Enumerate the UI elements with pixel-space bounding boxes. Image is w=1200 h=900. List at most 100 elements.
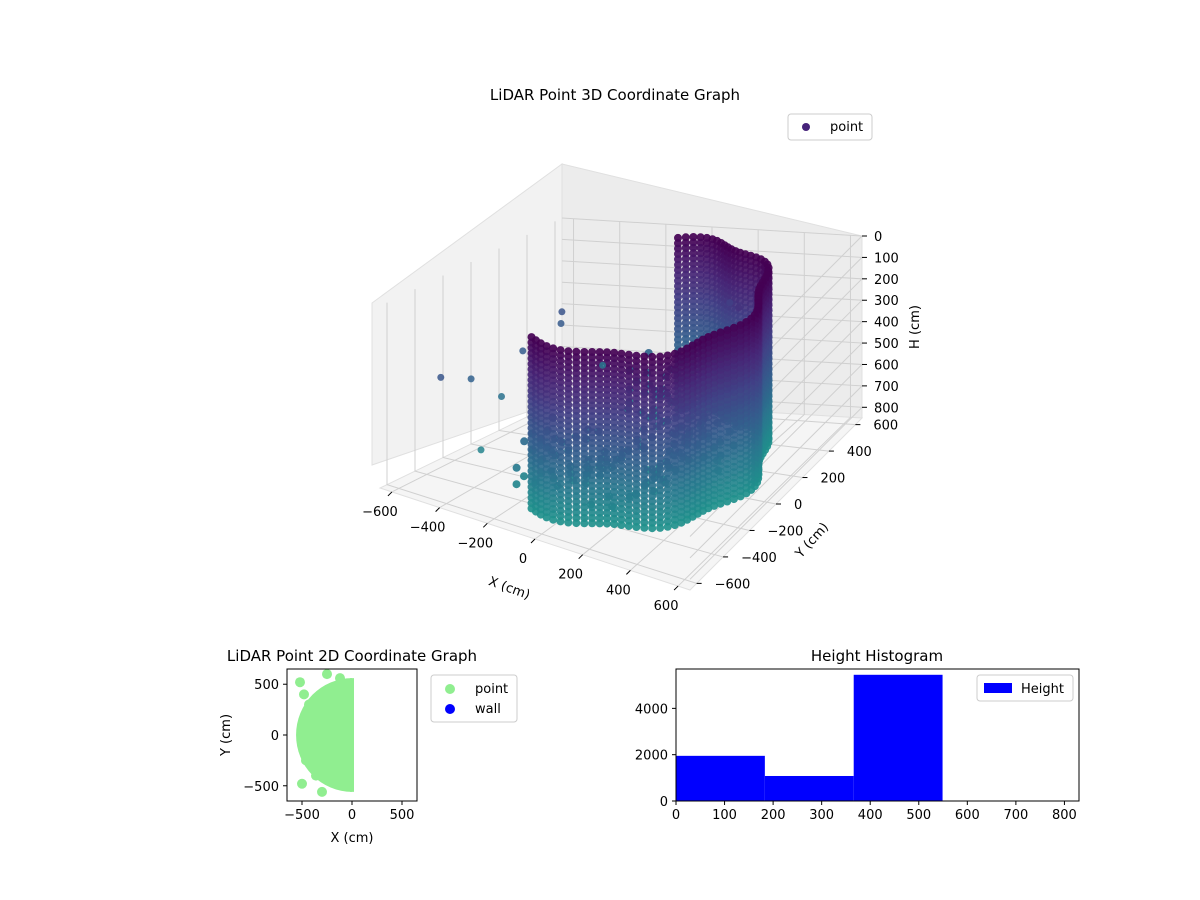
legend-2d-point-label: point	[475, 682, 508, 697]
y-axis-label-2d: Y (cm)	[219, 714, 234, 757]
point-3d	[588, 519, 597, 528]
z-tick-label-3d: 700	[874, 380, 899, 395]
point-2d	[307, 711, 317, 722]
outlier-point-3d	[519, 347, 527, 355]
point-3d	[564, 518, 573, 527]
x-tick-label-histogram: 400	[858, 808, 883, 823]
x-tick-label-3d: 0	[519, 552, 527, 567]
y-tick-label-3d: 200	[820, 472, 845, 487]
legend-3d-frame	[787, 113, 873, 141]
point-3d	[542, 513, 551, 522]
y-tick-label-3d: −200	[768, 524, 804, 539]
z-tick-label-3d: 800	[874, 401, 899, 416]
x-tick-label-histogram: 0	[672, 808, 680, 823]
x-tick-label-histogram: 100	[712, 808, 737, 823]
x-tick-label-3d: 400	[606, 583, 631, 598]
x-tick-3d	[435, 507, 440, 512]
point-2d	[322, 669, 332, 680]
point-3d	[512, 480, 521, 489]
ticks-3d: −600−400−2000200400600−600−400−200020040…	[362, 230, 899, 614]
x-tick-3d	[578, 554, 584, 560]
z-tick-label-3d: 300	[874, 294, 899, 309]
point-3d	[610, 520, 619, 529]
x-tick-label-3d: −400	[410, 521, 446, 536]
point-3d	[736, 492, 745, 501]
y-tick-label-histogram: 2000	[635, 749, 668, 764]
x-tick-label-3d: −200	[457, 536, 493, 551]
point-3d	[603, 519, 611, 528]
point-3d	[595, 519, 604, 528]
x-tick-label-histogram: 600	[955, 808, 980, 823]
point-3d	[677, 518, 686, 527]
point-3d	[624, 522, 633, 530]
z-tick-label-3d: 400	[874, 316, 899, 331]
point-3d	[640, 523, 649, 532]
point-3d	[632, 523, 641, 531]
y-tick-label-3d: 400	[847, 445, 872, 460]
point-3d	[572, 519, 581, 528]
point-2d	[311, 770, 321, 781]
chart-3d-title: LiDAR Point 3D Coordinate Graph	[490, 86, 740, 104]
y-tick-label-2d: 0	[271, 729, 279, 744]
x-tick-label-histogram: 300	[809, 808, 834, 823]
point-2d	[304, 699, 314, 710]
outlier-point-3d	[735, 304, 743, 312]
histogram-bars	[676, 674, 943, 801]
x-tick-label-3d: 200	[558, 568, 583, 583]
grid-line-x	[677, 235, 851, 587]
chart-2d-title: LiDAR Point 2D Coordinate Graph	[227, 647, 477, 665]
x-tick-label-histogram: 200	[761, 808, 786, 823]
point-3d	[656, 523, 665, 532]
z-tick-label-3d: 0	[874, 230, 882, 245]
x-tick-3d	[626, 570, 631, 575]
point-2d	[295, 677, 305, 688]
point-2d	[304, 738, 314, 749]
x-tick-label-3d: −600	[362, 505, 398, 520]
point-3d	[617, 521, 626, 529]
x-tick-3d	[673, 585, 679, 591]
legend-histogram-frame	[976, 674, 1074, 702]
legend-2d-point-marker	[445, 684, 455, 694]
legend-2d-wall-marker	[445, 704, 455, 714]
scatter-2d-points	[295, 669, 354, 797]
chart-3d: LiDAR Point 3D Coordinate Graph −600 −400…	[362, 86, 923, 614]
x-tick-label-2d: −500	[284, 808, 320, 823]
x-tick-3d	[387, 491, 393, 497]
x-tick-label-histogram: 700	[1003, 808, 1028, 823]
x-axis-label-2d: X (cm)	[331, 831, 374, 846]
point-3d	[512, 463, 521, 472]
outlier-point-3d	[558, 308, 566, 316]
z-axis-label-3d: H (cm)	[908, 305, 923, 349]
chart-2d: LiDAR Point 2D Coordinate Graph −500 0 500…	[219, 647, 518, 846]
grid-line-y	[386, 302, 697, 584]
point-2d	[297, 778, 307, 789]
y-tick-label-histogram: 0	[660, 795, 668, 810]
legend-2d-wall-label: wall	[475, 702, 501, 717]
y-tick-label-3d: 600	[873, 419, 898, 434]
z-tick-label-3d: 200	[874, 273, 899, 288]
point-3d	[729, 495, 738, 504]
histogram-bar	[676, 755, 765, 801]
plot-frame-histogram	[675, 668, 1080, 802]
y-tick-label-3d: −600	[715, 577, 751, 592]
legend-histogram: Height	[976, 674, 1074, 702]
y-tick-label-histogram: 4000	[635, 702, 668, 717]
point-3d	[549, 515, 558, 524]
point-3d	[648, 524, 657, 533]
z-tick-label-3d: 600	[874, 358, 899, 373]
y-tick-label-2d: 500	[254, 678, 279, 693]
point-3d	[520, 472, 528, 481]
point-2d	[327, 694, 337, 705]
outlier-point-3d	[437, 373, 445, 381]
z-tick-label-3d: 500	[874, 337, 899, 352]
y-tick-label-3d: 0	[794, 498, 802, 513]
x-axis-label-3d: X (cm)	[486, 574, 532, 603]
outlier-point-3d	[557, 320, 565, 327]
outlier-point-3d	[477, 446, 485, 454]
point-2d	[317, 786, 327, 797]
legend-2d: point wall	[430, 674, 518, 723]
histogram-title: Height Histogram	[811, 647, 943, 665]
point-3d	[663, 522, 672, 531]
point-2d	[297, 727, 307, 738]
